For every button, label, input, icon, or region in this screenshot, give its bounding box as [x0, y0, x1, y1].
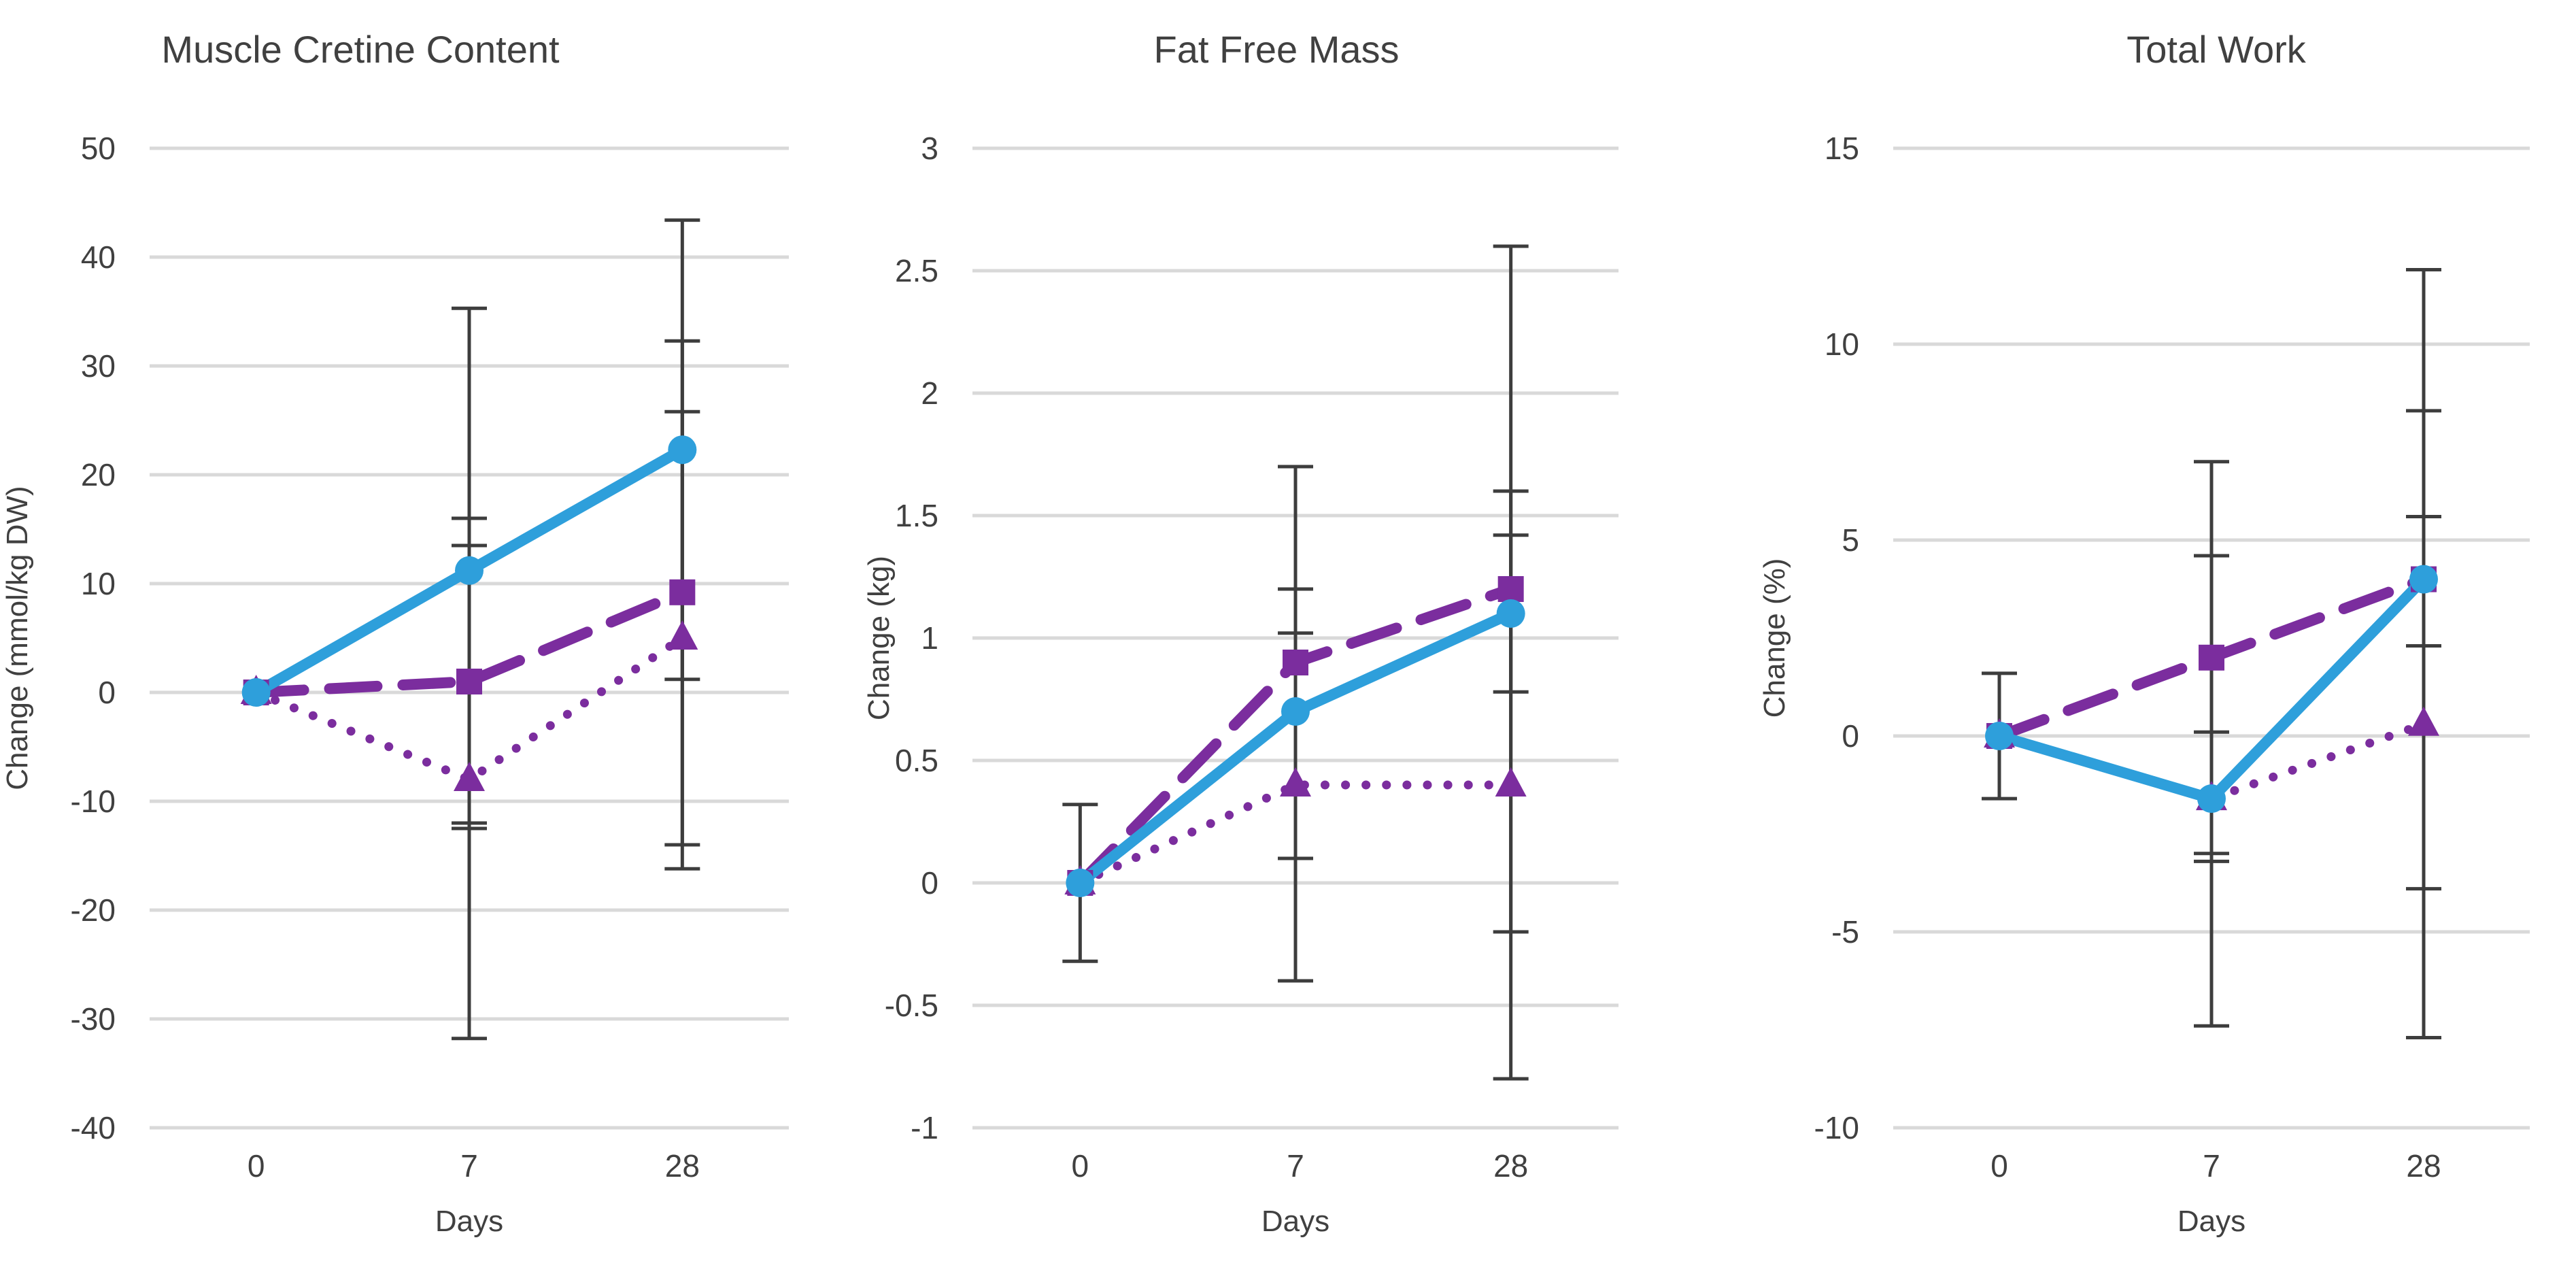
- y-tick-label: 5: [1842, 522, 1859, 558]
- marker-square: [456, 669, 482, 694]
- marker-square: [1283, 650, 1308, 675]
- series-line-dashed: [250, 586, 688, 698]
- series-line-dotted: [1075, 780, 1516, 888]
- y-tick-label: 0: [1842, 718, 1859, 754]
- chart-panel-muscle-creatine: Muscle Cretine Content -40 -30 -20 -10 0 10 20 3…: [0, 0, 858, 1271]
- marker-circle: [455, 556, 484, 585]
- x-axis-title: Days: [2177, 1205, 2245, 1238]
- y-tick-label: 0: [921, 865, 938, 901]
- x-tick-label: 28: [1493, 1148, 1528, 1184]
- marker-circle: [1066, 869, 1095, 897]
- y-tick-label: 30: [81, 348, 116, 384]
- marker-circle: [1985, 722, 2014, 750]
- marker-square: [1497, 576, 1524, 602]
- y-tick-label: 10: [81, 566, 116, 601]
- chart-panel-total-work: Total Work -10 -5 0 5 10 15 0 7 28 Days Change (%): [1716, 0, 2576, 1271]
- y-tick-label: -30: [71, 1001, 116, 1037]
- y-tick-label: 40: [81, 239, 116, 275]
- y-tick-label: -40: [71, 1110, 116, 1145]
- x-tick-label: 7: [2203, 1148, 2220, 1184]
- marker-circle: [1281, 697, 1310, 726]
- y-tick-label: 15: [1825, 131, 1859, 166]
- y-tick-label: 50: [81, 131, 116, 166]
- x-tick-label: 7: [1287, 1148, 1304, 1184]
- y-tick-label: -1: [911, 1110, 938, 1145]
- x-tick-label: 0: [1072, 1148, 1089, 1184]
- x-tick-label: 7: [460, 1148, 478, 1184]
- marker-circle: [2409, 565, 2438, 594]
- x-axis-title: Days: [1261, 1205, 1329, 1238]
- marker-triangle: [2408, 706, 2439, 736]
- y-axis-title: Change (kg): [862, 556, 896, 720]
- marker-circle: [2197, 784, 2226, 814]
- error-bar: [1278, 631, 1313, 983]
- y-tick-label: -10: [71, 784, 116, 819]
- x-axis-title: Days: [435, 1205, 503, 1238]
- marker-triangle: [666, 620, 698, 650]
- chart-panel-fat-free-mass: Fat Free Mass -1 -0.5 0 0.5 1 1.5 2 2.5 3 0 7 28 Days…: [858, 0, 1716, 1271]
- y-tick-label: 20: [81, 457, 116, 492]
- marker-circle: [668, 435, 697, 465]
- y-tick-label: 3: [921, 131, 938, 166]
- y-tick-label: 2.5: [895, 253, 938, 288]
- marker-square: [2199, 644, 2224, 671]
- chart-muscle-creatine: Muscle Cretine Content -40 -30 -20 -10 0 10 20 3…: [1, 28, 789, 1238]
- chart-title: Muscle Cretine Content: [161, 28, 560, 71]
- y-axis-title: Change (mmol/kg DW): [1, 486, 34, 790]
- x-tick-label: 0: [1990, 1148, 2008, 1184]
- marker-triangle: [454, 762, 485, 791]
- marker-square: [669, 579, 696, 605]
- y-tick-label: -5: [1831, 914, 1859, 950]
- y-tick-label: -20: [71, 892, 116, 928]
- error-bar: [2406, 409, 2441, 891]
- y-tick-label: 2: [921, 375, 938, 411]
- marker-circle: [1496, 599, 1525, 628]
- y-tick-label: 10: [1825, 326, 1859, 362]
- chart-title: Total Work: [2126, 28, 2306, 71]
- x-tick-label: 28: [665, 1148, 700, 1184]
- y-tick-label: -0.5: [885, 988, 938, 1023]
- y-axis-title: Change (%): [1758, 558, 1791, 718]
- y-tick-label: 1.5: [895, 498, 938, 533]
- y-tick-label: -10: [1814, 1110, 1859, 1145]
- y-tick-label: 0: [98, 675, 116, 710]
- y-tick-label: 0.5: [895, 743, 938, 778]
- x-tick-label: 0: [248, 1148, 265, 1184]
- marker-triangle: [1495, 767, 1527, 797]
- y-tick-label: 1: [921, 620, 938, 656]
- x-tick-label: 28: [2406, 1148, 2441, 1184]
- chart-title: Fat Free Mass: [1154, 28, 1400, 71]
- marker-triangle: [1280, 767, 1311, 797]
- chart-total-work: Total Work -10 -5 0 5 10 15 0 7 28 Days Change (%): [1758, 28, 2530, 1238]
- marker-circle: [241, 678, 271, 707]
- chart-fat-free-mass: Fat Free Mass -1 -0.5 0 0.5 1 1.5 2 2.5 3 0 7 28 Days…: [862, 28, 1619, 1238]
